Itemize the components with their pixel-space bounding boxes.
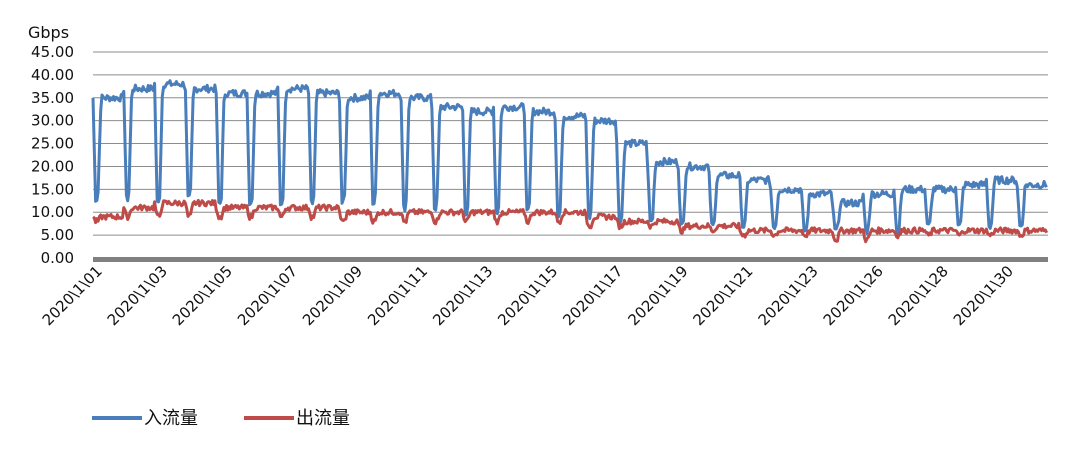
y-tick-label: 40.00 [31,66,74,84]
legend-item-outflow: 出流量 [244,408,350,429]
x-tick-label: 2020\1\13 [429,262,496,329]
x-tick-label: 2020\1\03 [104,262,171,329]
x-tick-label: 2020\1\28 [885,262,952,329]
y-tick-label: 45.00 [31,43,74,61]
series-lines [91,79,1049,244]
x-tick-label: 2020\1\17 [559,262,626,329]
x-tick-label: 2020\1\15 [494,262,561,329]
legend-label-inflow: 入流量 [144,408,198,429]
y-tick-label: 35.00 [31,89,74,107]
x-axis-tick-labels: 2020\1\012020\1\032020\1\052020\1\072020… [39,262,1017,329]
x-tick-label: 2020\1\26 [820,262,887,329]
x-axis-line [93,257,1048,262]
series-line-inflow [91,79,1048,236]
legend-label-outflow: 出流量 [296,408,350,429]
x-tick-label: 2020\1\21 [690,262,757,329]
y-tick-label: 15.00 [31,180,74,198]
y-tick-label: 10.00 [31,203,74,221]
y-axis-tick-labels: 0.00 5.00 10.00 15.00 20.00 25.00 30.00 35.00 40… [31,43,74,267]
y-axis-label: Gbps [28,23,69,42]
x-tick-label: 2020\1\30 [950,262,1017,329]
legend: 入流量 出流量 [92,408,350,429]
x-tick-label: 2020\1\07 [234,262,301,329]
x-tick-label: 2020\1\23 [755,262,822,329]
y-tick-label: 30.00 [31,112,74,130]
y-tick-label: 20.00 [31,157,74,175]
series-line-outflow [92,198,1049,244]
x-tick-label: 2020\1\09 [299,262,366,329]
x-tick-label: 2020\1\19 [624,262,691,329]
legend-item-inflow: 入流量 [92,408,198,429]
x-tick-label: 2020\1\05 [169,262,236,329]
y-tick-label: 25.00 [31,135,74,153]
x-tick-label: 2020\1\01 [39,262,106,329]
x-tick-label: 2020\1\11 [364,262,431,329]
y-tick-label: 0.00 [41,249,74,267]
y-tick-label: 5.00 [41,226,74,244]
